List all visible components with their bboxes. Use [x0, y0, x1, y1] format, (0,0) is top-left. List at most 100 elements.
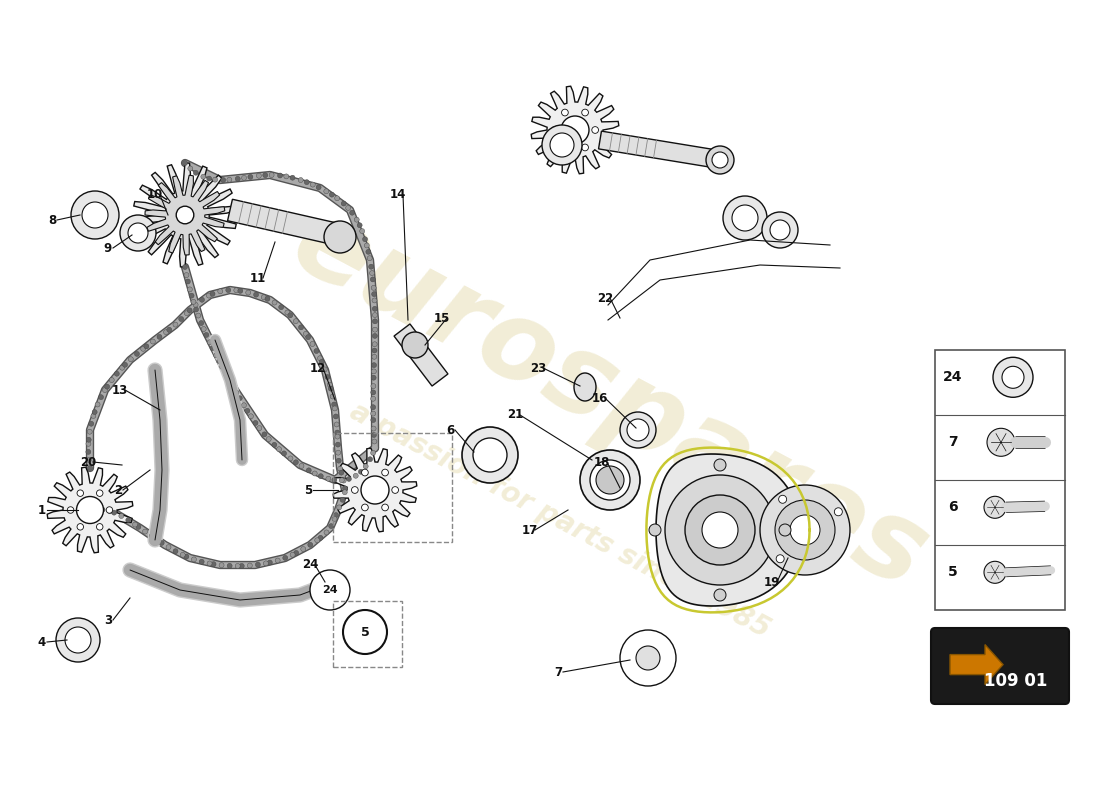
Circle shape — [184, 273, 189, 278]
Circle shape — [176, 206, 194, 224]
Circle shape — [363, 237, 367, 242]
Circle shape — [723, 196, 767, 240]
Circle shape — [336, 434, 340, 439]
Circle shape — [207, 293, 211, 298]
Text: 9: 9 — [103, 242, 112, 254]
Polygon shape — [531, 86, 619, 174]
Circle shape — [358, 222, 362, 228]
Circle shape — [104, 384, 110, 389]
Text: 17: 17 — [521, 523, 538, 537]
Circle shape — [373, 319, 377, 324]
Text: 5: 5 — [304, 483, 312, 497]
Circle shape — [255, 562, 261, 567]
Circle shape — [129, 357, 133, 362]
Circle shape — [143, 529, 147, 534]
Circle shape — [119, 514, 124, 518]
Circle shape — [372, 298, 377, 303]
Circle shape — [65, 627, 91, 653]
Circle shape — [382, 504, 388, 511]
Circle shape — [111, 510, 117, 515]
Text: 6: 6 — [446, 423, 454, 437]
Circle shape — [372, 362, 376, 368]
Circle shape — [211, 562, 216, 566]
Circle shape — [102, 387, 108, 393]
Circle shape — [298, 325, 304, 330]
Circle shape — [267, 560, 273, 565]
Circle shape — [217, 358, 221, 364]
Circle shape — [87, 458, 91, 462]
Circle shape — [294, 318, 298, 324]
Circle shape — [266, 437, 272, 442]
Circle shape — [77, 523, 84, 530]
Circle shape — [227, 378, 232, 382]
Text: 24: 24 — [301, 558, 318, 571]
Circle shape — [77, 497, 103, 523]
Circle shape — [282, 451, 286, 456]
Text: 10: 10 — [147, 189, 163, 202]
Circle shape — [987, 428, 1015, 456]
Circle shape — [210, 291, 214, 296]
Circle shape — [219, 562, 224, 568]
Circle shape — [290, 175, 295, 180]
Circle shape — [331, 402, 337, 407]
Circle shape — [361, 476, 389, 504]
Circle shape — [685, 495, 755, 565]
Circle shape — [294, 550, 299, 555]
Circle shape — [770, 220, 790, 240]
Circle shape — [360, 229, 365, 234]
Circle shape — [109, 378, 114, 382]
Circle shape — [332, 478, 337, 482]
Circle shape — [363, 464, 368, 469]
Circle shape — [339, 478, 344, 482]
Circle shape — [265, 296, 269, 302]
Circle shape — [371, 375, 376, 380]
Circle shape — [210, 346, 214, 350]
Circle shape — [318, 474, 323, 478]
Circle shape — [392, 486, 398, 494]
Circle shape — [336, 450, 341, 455]
Circle shape — [315, 538, 320, 542]
Circle shape — [326, 476, 331, 482]
Circle shape — [184, 554, 189, 559]
Circle shape — [227, 563, 232, 568]
Circle shape — [248, 563, 252, 568]
Circle shape — [473, 438, 507, 472]
Circle shape — [337, 505, 342, 510]
Circle shape — [141, 346, 145, 351]
Circle shape — [242, 175, 246, 180]
Circle shape — [371, 411, 376, 416]
Circle shape — [167, 327, 172, 332]
Circle shape — [108, 509, 113, 514]
Circle shape — [299, 463, 304, 469]
Circle shape — [194, 170, 198, 175]
Circle shape — [373, 313, 377, 318]
Circle shape — [305, 180, 309, 185]
Circle shape — [196, 313, 201, 318]
Circle shape — [187, 287, 192, 292]
Circle shape — [352, 486, 359, 494]
Circle shape — [249, 414, 253, 418]
Circle shape — [87, 430, 92, 434]
Circle shape — [189, 293, 194, 298]
Circle shape — [160, 540, 164, 546]
Circle shape — [97, 490, 103, 497]
Circle shape — [300, 546, 306, 551]
Circle shape — [89, 422, 94, 426]
Circle shape — [372, 342, 377, 346]
Text: 109 01: 109 01 — [983, 672, 1047, 690]
Circle shape — [239, 563, 244, 569]
Polygon shape — [950, 645, 1003, 685]
Text: 14: 14 — [389, 189, 406, 202]
Circle shape — [714, 459, 726, 471]
Polygon shape — [228, 199, 342, 246]
Circle shape — [382, 469, 388, 476]
Polygon shape — [145, 175, 224, 255]
Circle shape — [561, 116, 588, 144]
Circle shape — [220, 364, 224, 370]
Circle shape — [371, 426, 376, 431]
Circle shape — [277, 173, 283, 178]
Circle shape — [218, 289, 223, 294]
Circle shape — [582, 144, 588, 151]
Circle shape — [186, 279, 190, 284]
Circle shape — [86, 438, 91, 442]
